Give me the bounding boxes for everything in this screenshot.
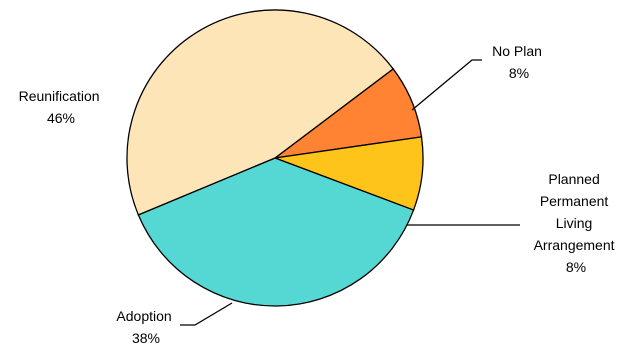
slice-reunification <box>126 9 395 216</box>
leader-line-no-plan <box>411 59 482 111</box>
leader-lines <box>180 59 520 326</box>
slice-adoption <box>137 157 415 307</box>
label-ppla: Planned Permanent Living Arrangement 8% <box>534 171 619 275</box>
label-adoption: Adoption 38% <box>116 308 175 346</box>
pie-slices <box>126 9 424 307</box>
label-no-plan: No Plan 8% <box>492 43 546 81</box>
leader-line-adoption <box>180 302 233 326</box>
label-reunification: Reunification 46% <box>19 88 104 126</box>
